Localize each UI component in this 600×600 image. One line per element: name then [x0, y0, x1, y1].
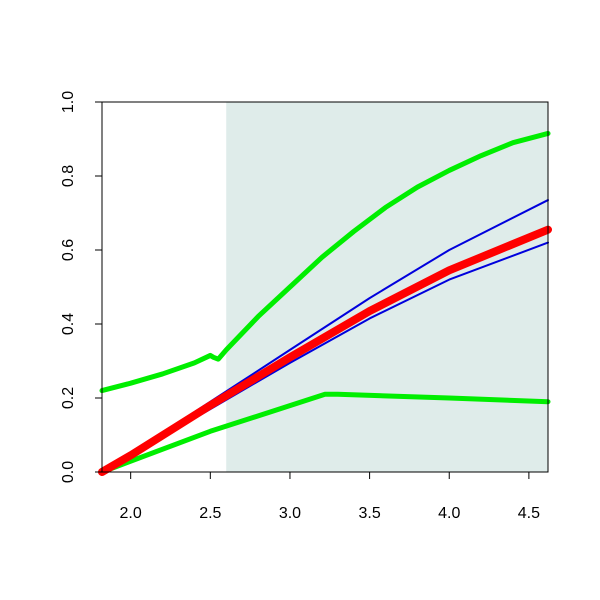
x-tick-label: 4.5	[518, 505, 540, 522]
series-line-green-lower	[99, 391, 551, 475]
series-layer	[98, 130, 552, 476]
x-tick-label: 2.5	[199, 505, 221, 522]
y-tick-label: 0.6	[60, 239, 77, 261]
plot-frame	[101, 101, 549, 473]
x-tick-label: 3.0	[279, 505, 301, 522]
x-tick-label: 2.0	[120, 505, 142, 522]
x-tick-label: 3.5	[358, 505, 380, 522]
y-tick-label: 0.0	[60, 461, 77, 483]
y-tick-label: 1.0	[60, 91, 77, 113]
series-line-red-center	[98, 225, 552, 476]
y-tick-label: 0.8	[60, 165, 77, 187]
y-tick-label: 0.4	[60, 313, 77, 335]
axes-layer: 2.0 2.5 3.0 3.5 4.0 4.5 0.0 0.2 0.4 0.6 0.8 1.0	[60, 91, 540, 522]
x-tick-label: 4.0	[438, 505, 460, 522]
y-tick-label: 0.2	[60, 387, 77, 409]
series-line-green-upper	[99, 130, 551, 394]
